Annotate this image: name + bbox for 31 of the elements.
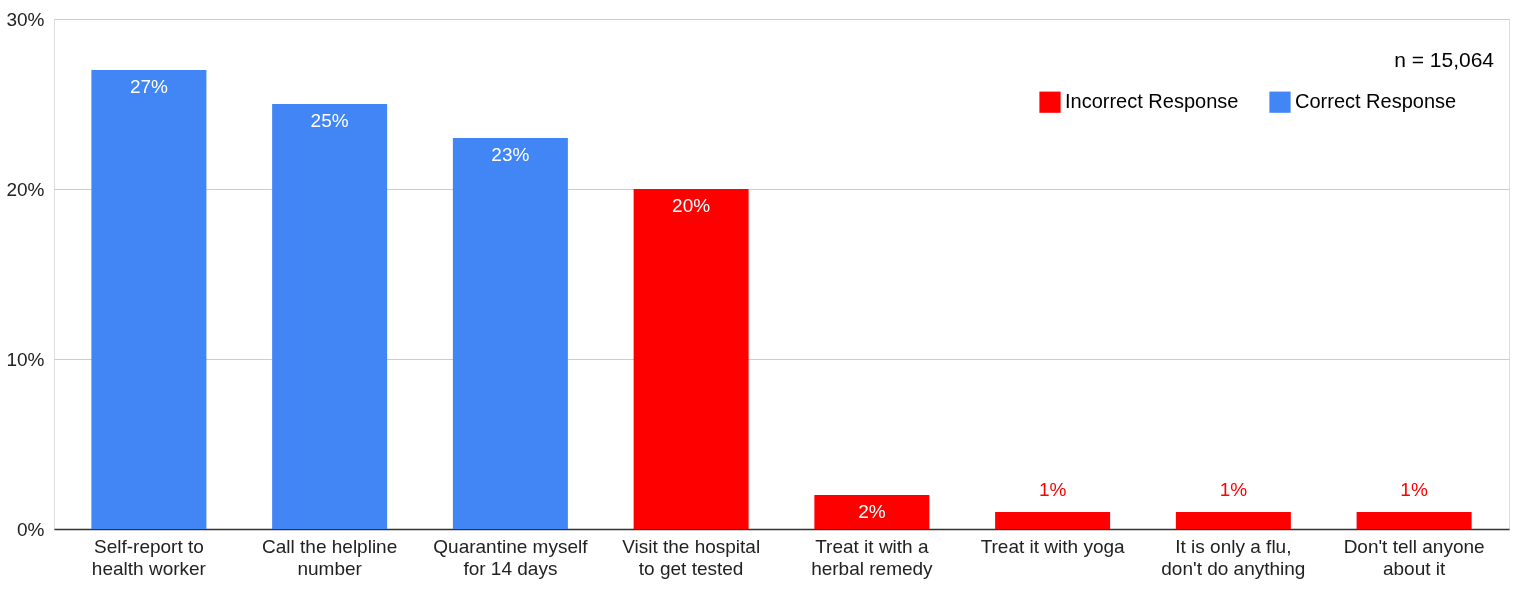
x-tick-label: It is only a flu, don't do anything xyxy=(1161,535,1306,579)
data-label: 25% xyxy=(310,110,349,131)
bar xyxy=(272,104,388,529)
x-tick-label: Visit the hospital to get tested xyxy=(622,535,761,579)
bar xyxy=(91,70,207,529)
data-label: 23% xyxy=(491,144,530,165)
x-tick-label: Don't tell anyone about it xyxy=(1343,535,1485,579)
data-label: 20% xyxy=(672,195,711,216)
data-label: 2% xyxy=(858,501,886,522)
annotation: n = 15,064 xyxy=(1394,48,1495,71)
bar xyxy=(1356,512,1472,529)
bar xyxy=(814,495,930,529)
bar xyxy=(452,138,568,529)
x-tick-label: Self-report to health worker xyxy=(91,535,207,579)
bar xyxy=(633,189,749,529)
data-label: 27% xyxy=(129,76,169,97)
y-tick-label: 20% xyxy=(6,178,45,200)
data-label: 1% xyxy=(1219,479,1248,500)
bar xyxy=(1175,512,1291,529)
x-tick-label: Treat it with a herbal remedy xyxy=(811,535,934,579)
data-label: 1% xyxy=(1400,479,1428,500)
x-tick-label: Call the helpline number xyxy=(262,535,398,579)
bar xyxy=(995,512,1111,529)
y-tick-label: 0% xyxy=(17,518,45,540)
x-tick-label: Treat it with yoga xyxy=(980,535,1126,557)
legend-label: Incorrect Response xyxy=(1065,90,1239,113)
y-tick-label: 30% xyxy=(6,8,45,30)
x-tick-label: Quarantine myself for 14 days xyxy=(433,535,589,579)
y-tick-label: 10% xyxy=(6,348,45,370)
legend-label: Correct Response xyxy=(1295,90,1457,113)
data-label: 1% xyxy=(1038,479,1067,500)
